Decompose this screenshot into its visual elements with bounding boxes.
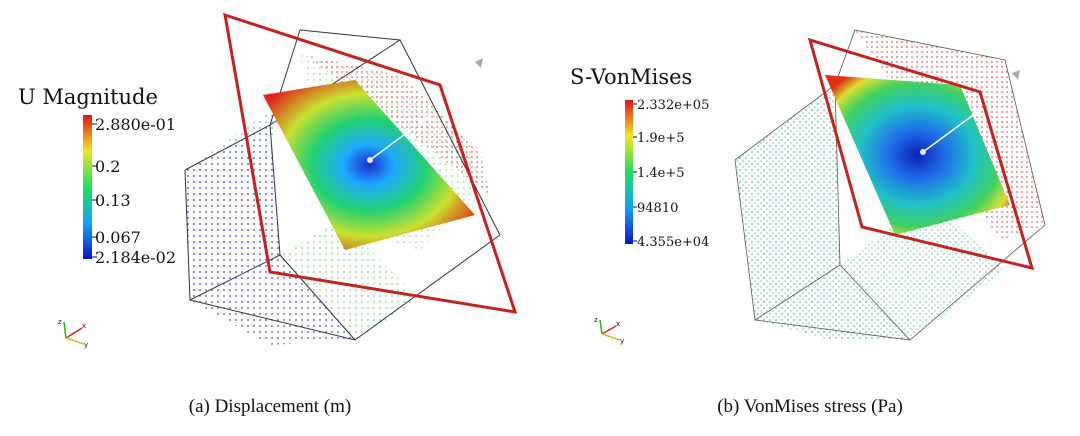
caption-a: (a) Displacement (m) <box>188 396 352 417</box>
axis-z-label: z <box>594 316 598 324</box>
axis-x-label: x <box>82 322 86 330</box>
axis-x-label: x <box>616 320 620 328</box>
view-cone-icon[interactable] <box>475 58 483 68</box>
axis-y-label: y <box>84 341 88 349</box>
clip-plane-outline <box>807 37 1035 271</box>
figure-panel-b: S-VonMises 2.332e+05 1.9e+5 1.4e+5 94810… <box>540 0 1080 436</box>
figure-panel-a: U Magnitude 2.880e-01 0.2 0.13 0.067 2.1… <box>18 12 518 417</box>
plane-origin-handle[interactable] <box>367 157 373 163</box>
displacement-plot: U Magnitude 2.880e-01 0.2 0.13 0.067 2.1… <box>18 12 518 349</box>
tick-label: 2.184e-02 <box>95 248 176 267</box>
tick-label: 1.4e+5 <box>637 166 685 181</box>
tick-label: 94810 <box>637 201 678 216</box>
tick-label: 4.355e+04 <box>637 235 709 250</box>
tick-label: 0.067 <box>95 228 141 247</box>
legend-title: U Magnitude <box>18 85 158 109</box>
cube-left-face <box>735 85 840 320</box>
plane-normal-arrow <box>369 111 436 161</box>
orientation-axes: x z y <box>58 318 88 349</box>
vonmises-slice <box>825 75 1010 235</box>
cube-bottom-face <box>190 255 355 345</box>
colorbar-ticks <box>633 103 637 242</box>
cube-front-face <box>840 200 1005 340</box>
colorbar <box>83 115 92 259</box>
plane-normal-arrow <box>922 109 981 153</box>
displacement-slice <box>263 80 475 250</box>
tick-label: 0.2 <box>95 157 120 176</box>
cube-left-face <box>185 125 280 300</box>
orientation-axes: x z y <box>594 316 624 345</box>
tick-label: 2.880e-01 <box>95 115 176 134</box>
cube-front-face <box>280 220 420 340</box>
clip-plane-outline <box>223 12 518 314</box>
tick-label: 2.332e+05 <box>637 98 709 113</box>
axis-z-label: z <box>58 318 62 326</box>
legend-title: S-VonMises <box>570 65 692 89</box>
plane-origin-handle[interactable] <box>920 149 926 155</box>
cube-outline <box>734 29 1046 341</box>
view-cone-icon[interactable] <box>1012 70 1020 80</box>
cube-bottom-face <box>755 265 910 340</box>
caption-b: (b) VonMises stress (Pa) <box>717 396 903 417</box>
vonmises-plot: S-VonMises 2.332e+05 1.9e+5 1.4e+5 94810… <box>570 29 1046 345</box>
tick-label: 0.13 <box>95 191 131 210</box>
colorbar <box>625 100 633 244</box>
tick-label: 1.9e+5 <box>637 131 685 146</box>
colorbar-ticks <box>92 123 97 258</box>
axis-y-label: y <box>620 337 624 345</box>
